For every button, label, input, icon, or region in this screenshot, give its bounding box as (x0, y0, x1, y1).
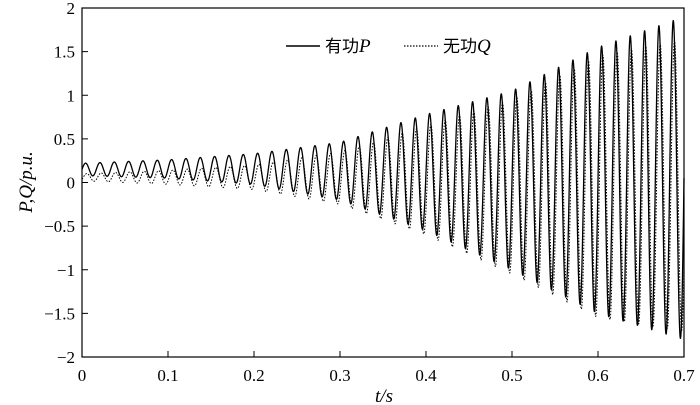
y-tick-label: 0.5 (54, 130, 75, 149)
x-tick-label: 0.5 (501, 366, 522, 385)
y-tick-label: 1 (67, 86, 76, 105)
y-tick-label: 2 (67, 0, 76, 18)
y-tick-label: 1.5 (54, 43, 75, 62)
y-tick-label: −2 (57, 348, 75, 367)
legend-label-active-power-prefix: 有功 (325, 37, 359, 57)
y-tick-label: −1.5 (44, 304, 75, 323)
legend-label-active-power: 有功P (325, 36, 371, 57)
legend-label-reactive-power-symbol: Q (477, 36, 491, 57)
y-axis-label: P,Q/p.u. (16, 151, 37, 213)
series-layer (81, 19, 685, 340)
y-tick-label: 0 (67, 174, 76, 193)
legend-label-active-power-symbol: P (358, 36, 371, 57)
x-axis-label: t/s (375, 386, 393, 405)
y-tick-label: −1 (57, 261, 75, 280)
x-tick-label: 0.3 (329, 366, 350, 385)
x-tick-label: 0.6 (587, 366, 608, 385)
x-tick-label: 0.4 (415, 366, 437, 385)
y-tick-label: −0.5 (44, 217, 75, 236)
legend-label-reactive-power-prefix: 无功 (443, 37, 477, 57)
x-tick-label: 0.7 (673, 366, 695, 385)
series-line-active-power (81, 19, 685, 340)
series-line-reactive-power (81, 39, 685, 331)
legend-label-reactive-power: 无功Q (443, 36, 491, 57)
legend: 有功P 无功Q (286, 36, 491, 57)
ticks-layer: 0 0.1 0.2 0.3 0.4 0.5 0.6 0.7 −2 −1.5 −1 −0.5 0 0.5 1 1… (44, 0, 695, 385)
x-tick-label: 0.2 (243, 366, 264, 385)
x-tick-label: 0 (78, 366, 87, 385)
x-tick-label: 0.1 (157, 366, 178, 385)
